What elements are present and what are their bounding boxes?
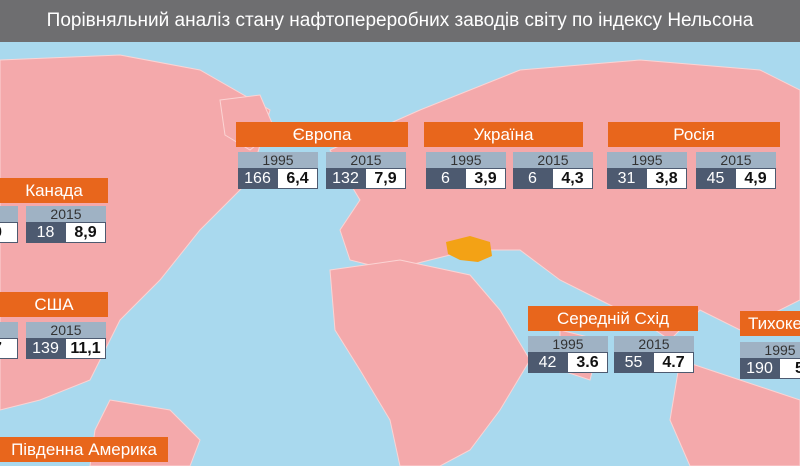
- region-label: Росія: [608, 122, 780, 147]
- values-row: 31 3,8: [607, 168, 687, 189]
- region-label: Україна: [424, 122, 583, 147]
- values-row: 166 6,4: [238, 168, 318, 189]
- values-row: 132 7,9: [326, 168, 406, 189]
- period-box: 1995 31 3,8: [607, 152, 687, 189]
- year: 2015: [696, 152, 776, 168]
- ukraine-highlight: [446, 236, 492, 262]
- refinery-count: 166: [238, 168, 277, 189]
- year: 1995: [607, 152, 687, 168]
- period-box: 2015 139 11,1: [26, 322, 106, 359]
- values-row: 42 3.6: [528, 352, 608, 373]
- year: 1995: [740, 342, 800, 358]
- nelson-index: 9: [0, 222, 18, 243]
- nelson-index: 8,9: [65, 222, 106, 243]
- period-box: 9: [0, 206, 18, 243]
- year: 1995: [528, 336, 608, 352]
- nelson-index: 3,9: [465, 168, 506, 189]
- refinery-count: 31: [607, 168, 646, 189]
- period-box: 2015 45 4,9: [696, 152, 776, 189]
- nelson-index: 3.6: [567, 352, 608, 373]
- refinery-count: 190: [740, 358, 779, 379]
- refinery-count: 6: [426, 168, 465, 189]
- year: 2015: [26, 206, 106, 222]
- period-box: 2015 6 4,3: [513, 152, 593, 189]
- values-row: 55 4.7: [614, 352, 694, 373]
- values-row: 45 4,9: [696, 168, 776, 189]
- refinery-count: 139: [26, 338, 65, 359]
- year: 2015: [26, 322, 106, 338]
- values-row: 6 3,9: [426, 168, 506, 189]
- region-label: Середній Схід: [528, 306, 698, 331]
- period-box: 2015 55 4.7: [614, 336, 694, 373]
- refinery-count: 45: [696, 168, 735, 189]
- region-label: США: [0, 292, 108, 317]
- region-label: Канада: [0, 178, 108, 203]
- period-box: 1995 6 3,9: [426, 152, 506, 189]
- period-box: 1995 42 3.6: [528, 336, 608, 373]
- nelson-index: 11,1: [65, 338, 106, 359]
- year: 2015: [513, 152, 593, 168]
- year: 1995: [426, 152, 506, 168]
- year: 2015: [326, 152, 406, 168]
- refinery-count: 6: [513, 168, 552, 189]
- values-row: 7: [0, 338, 18, 359]
- refinery-count: 55: [614, 352, 653, 373]
- year: [0, 206, 18, 222]
- year: [0, 322, 18, 338]
- period-box: 2015 132 7,9: [326, 152, 406, 189]
- refinery-count: 18: [26, 222, 65, 243]
- nelson-index: 7: [0, 338, 18, 359]
- nelson-index: 4,9: [735, 168, 776, 189]
- values-row: 6 4,3: [513, 168, 593, 189]
- nelson-index: 3,8: [646, 168, 687, 189]
- period-box: 7: [0, 322, 18, 359]
- year: 1995: [238, 152, 318, 168]
- refinery-count: 132: [326, 168, 365, 189]
- refinery-count: 42: [528, 352, 567, 373]
- values-row: 139 11,1: [26, 338, 106, 359]
- values-row: 9: [0, 222, 18, 243]
- nelson-index: 4.7: [653, 352, 694, 373]
- region-label: Європа: [236, 122, 408, 147]
- nelson-index: 6,4: [277, 168, 318, 189]
- values-row: 190 5: [740, 358, 800, 379]
- title: Порівняльний аналіз стану нафтопереробни…: [0, 0, 800, 42]
- nelson-index: 4,3: [552, 168, 593, 189]
- period-box: 1995 190 5: [740, 342, 800, 379]
- period-box: 2015 18 8,9: [26, 206, 106, 243]
- region-label: Південна Америка: [0, 437, 168, 462]
- period-box: 1995 166 6,4: [238, 152, 318, 189]
- nelson-index: 7,9: [365, 168, 406, 189]
- nelson-index: 5: [779, 358, 800, 379]
- values-row: 18 8,9: [26, 222, 106, 243]
- region-label: Тихоке: [740, 311, 800, 336]
- year: 2015: [614, 336, 694, 352]
